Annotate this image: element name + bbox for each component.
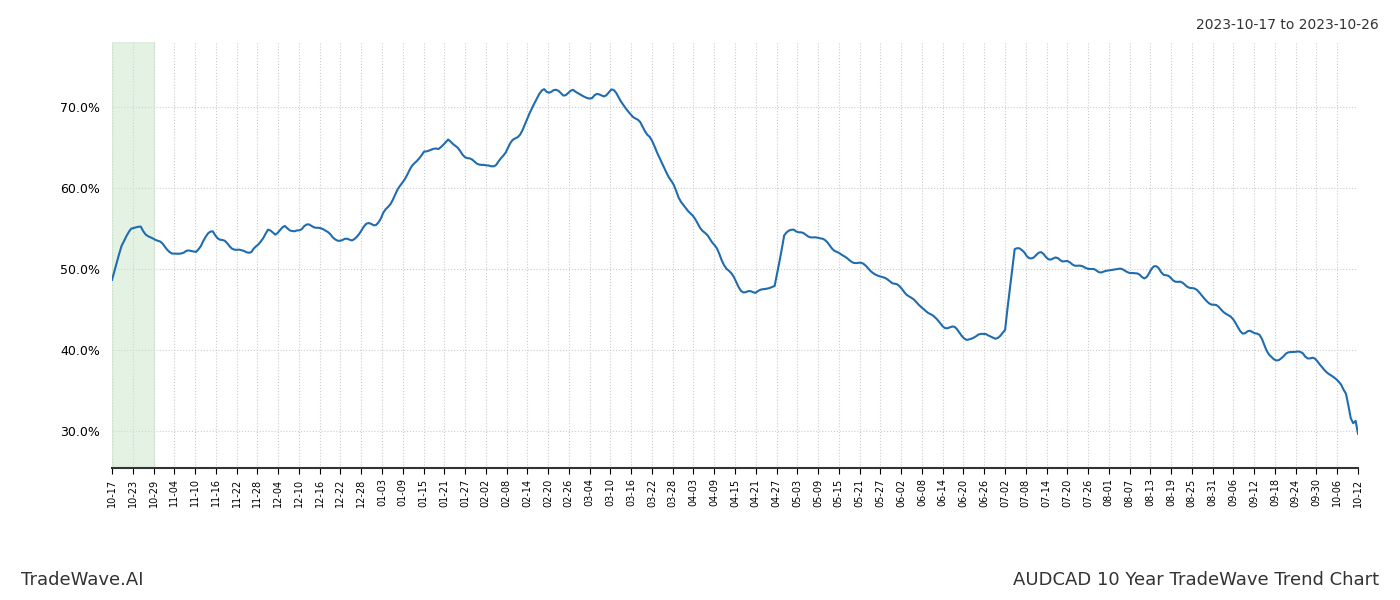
Text: TradeWave.AI: TradeWave.AI: [21, 571, 143, 589]
Text: AUDCAD 10 Year TradeWave Trend Chart: AUDCAD 10 Year TradeWave Trend Chart: [1012, 571, 1379, 589]
Bar: [112, 42, 154, 468]
Text: 2023-10-17 to 2023-10-26: 2023-10-17 to 2023-10-26: [1196, 18, 1379, 32]
